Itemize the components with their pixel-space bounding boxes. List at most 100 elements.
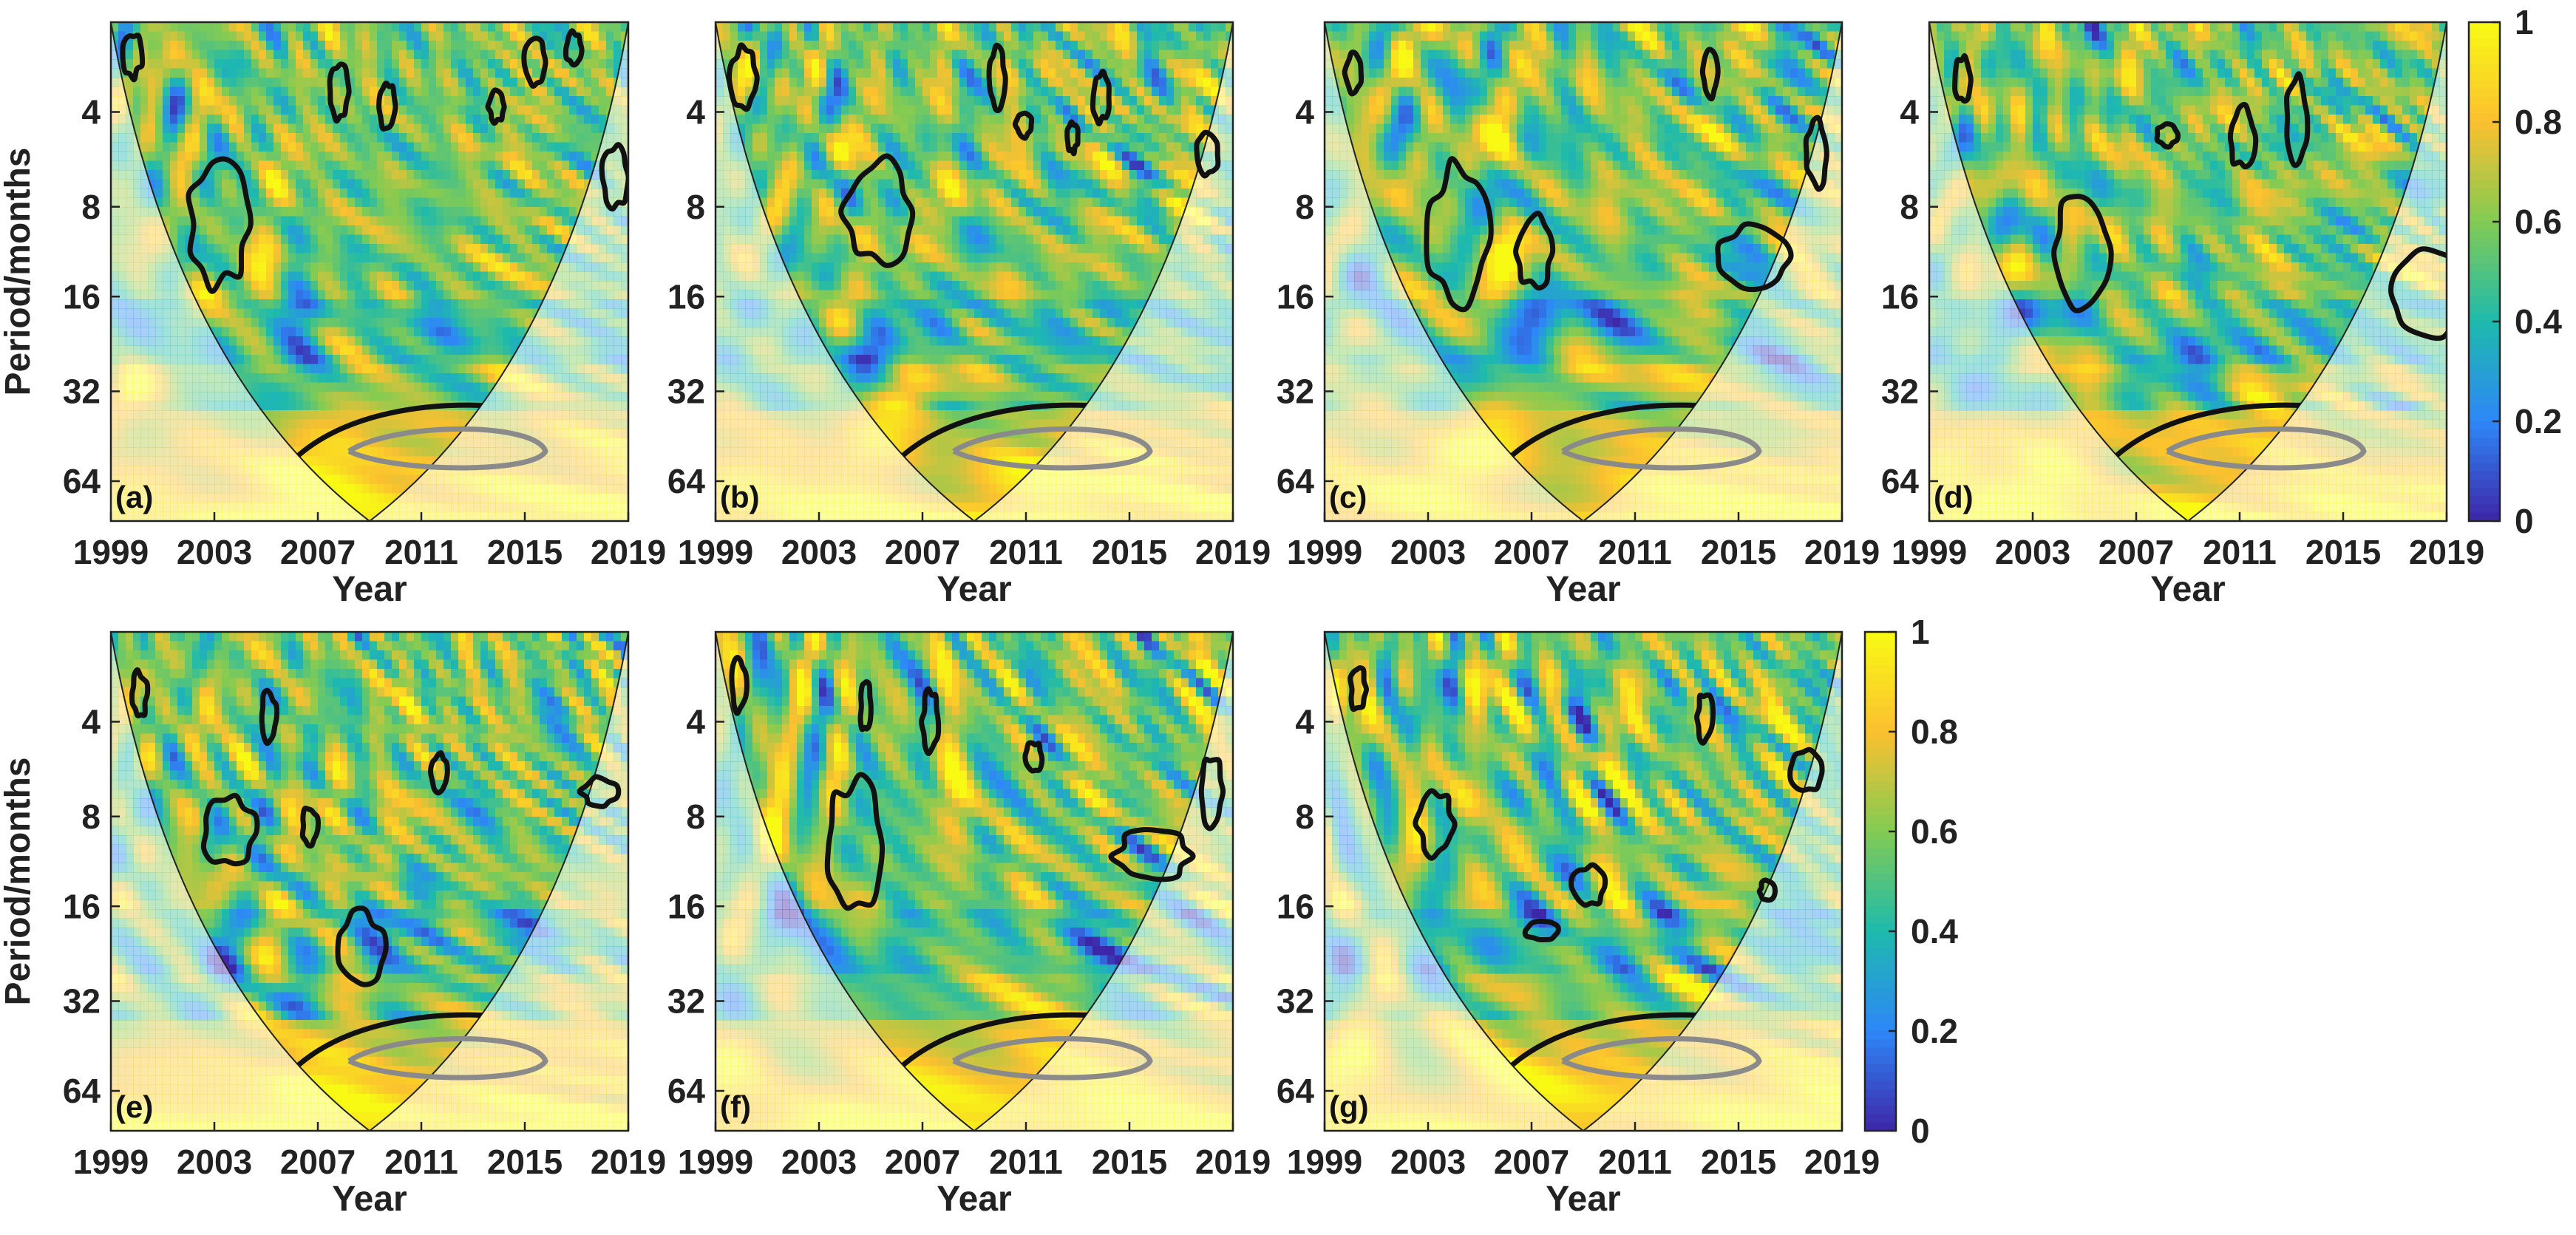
heatmap-cell bbox=[591, 188, 599, 199]
heatmap-cell bbox=[126, 244, 134, 254]
heatmap-cell bbox=[577, 244, 585, 254]
heatmap-cell bbox=[414, 133, 422, 143]
heatmap-cell bbox=[126, 327, 134, 337]
heatmap-cell bbox=[436, 503, 444, 513]
heatmap-cell bbox=[163, 22, 171, 33]
heatmap-cell bbox=[606, 68, 614, 78]
heatmap-cell bbox=[466, 133, 474, 143]
heatmap-cell bbox=[399, 22, 407, 33]
heatmap-cell bbox=[510, 466, 518, 476]
heatmap-cell bbox=[185, 115, 193, 125]
heatmap-cell bbox=[621, 484, 628, 494]
heatmap-cell bbox=[495, 511, 503, 521]
heatmap-cell bbox=[111, 484, 119, 494]
heatmap-cell bbox=[510, 382, 518, 392]
heatmap-cell bbox=[370, 152, 378, 162]
heatmap-cell bbox=[554, 345, 563, 355]
heatmap-cell bbox=[251, 41, 259, 51]
heatmap-cell bbox=[503, 373, 511, 384]
heatmap-cell bbox=[273, 484, 282, 494]
heatmap-cell bbox=[200, 152, 208, 162]
heatmap-cell bbox=[554, 410, 563, 421]
heatmap-cell bbox=[591, 50, 599, 60]
heatmap-cell bbox=[347, 41, 356, 51]
heatmap-cell bbox=[148, 105, 156, 115]
heatmap-cell bbox=[584, 207, 592, 217]
heatmap-cell bbox=[222, 392, 230, 402]
heatmap-cell bbox=[414, 503, 422, 513]
heatmap-cell bbox=[177, 308, 186, 319]
heatmap-cell bbox=[599, 438, 607, 448]
heatmap-cell bbox=[525, 22, 533, 33]
heatmap-cell bbox=[473, 493, 481, 503]
heatmap-cell bbox=[591, 364, 599, 374]
heatmap-cell bbox=[614, 419, 622, 429]
heatmap-cell bbox=[163, 271, 171, 282]
heatmap-cell bbox=[599, 253, 607, 263]
heatmap-cell bbox=[325, 31, 333, 41]
heatmap-cell bbox=[421, 50, 429, 60]
heatmap-cell bbox=[547, 511, 555, 521]
heatmap-cell bbox=[214, 50, 222, 60]
heatmap-cell bbox=[532, 410, 540, 421]
heatmap-cell bbox=[140, 207, 149, 217]
heatmap-cell bbox=[133, 86, 141, 97]
heatmap-cell bbox=[200, 392, 208, 402]
heatmap-cell bbox=[532, 447, 540, 457]
heatmap-cell bbox=[192, 142, 200, 152]
heatmap-cell bbox=[207, 336, 215, 347]
heatmap-cell bbox=[155, 373, 163, 384]
heatmap-cell bbox=[266, 152, 274, 162]
heatmap-cell bbox=[614, 493, 622, 503]
heatmap-cell bbox=[259, 419, 267, 429]
heatmap-cell bbox=[503, 503, 511, 513]
heatmap-cell bbox=[140, 355, 149, 365]
heatmap-cell bbox=[303, 511, 311, 521]
heatmap-cell bbox=[192, 511, 200, 521]
heatmap-cell bbox=[444, 31, 452, 41]
heatmap-cell bbox=[133, 327, 141, 337]
heatmap-cell bbox=[163, 133, 171, 143]
heatmap-cell bbox=[133, 160, 141, 171]
heatmap-cell bbox=[333, 170, 341, 180]
heatmap-cell bbox=[207, 327, 215, 337]
heatmap-cell bbox=[259, 105, 267, 115]
heatmap-cell bbox=[436, 86, 444, 97]
heatmap-cell bbox=[458, 22, 466, 33]
heatmap-cell bbox=[273, 31, 282, 41]
heatmap-cell bbox=[444, 160, 452, 171]
heatmap-cell bbox=[222, 86, 230, 97]
heatmap-cell bbox=[273, 142, 282, 152]
heatmap-cell bbox=[606, 511, 614, 521]
heatmap-cell bbox=[444, 68, 452, 78]
heatmap-cell bbox=[185, 438, 193, 448]
heatmap-cell bbox=[237, 50, 245, 60]
heatmap-cell bbox=[584, 419, 592, 429]
heatmap-cell bbox=[355, 96, 363, 106]
heatmap-cell bbox=[207, 123, 215, 134]
heatmap-cell bbox=[155, 262, 163, 273]
heatmap-cell bbox=[569, 401, 577, 411]
heatmap-cell bbox=[577, 456, 585, 466]
heatmap-cell bbox=[569, 31, 577, 41]
heatmap-cell bbox=[473, 456, 481, 466]
heatmap-cell bbox=[532, 401, 540, 411]
heatmap-cell bbox=[614, 456, 622, 466]
heatmap-cell bbox=[303, 59, 311, 69]
heatmap-cell bbox=[606, 456, 614, 466]
heatmap-cell bbox=[310, 484, 319, 494]
heatmap-cell bbox=[259, 429, 267, 439]
heatmap-cell bbox=[222, 493, 230, 503]
heatmap-cell bbox=[244, 41, 252, 51]
heatmap-cell bbox=[584, 78, 592, 88]
heatmap-cell bbox=[554, 438, 563, 448]
heatmap-cell bbox=[148, 419, 156, 429]
heatmap-cell bbox=[584, 96, 592, 106]
heatmap-cell bbox=[185, 327, 193, 337]
heatmap-cell bbox=[414, 78, 422, 88]
heatmap-cell bbox=[591, 503, 599, 513]
heatmap-cell bbox=[473, 466, 481, 476]
heatmap-cell bbox=[599, 262, 607, 273]
heatmap-cell bbox=[384, 133, 392, 143]
heatmap-cell bbox=[185, 466, 193, 476]
